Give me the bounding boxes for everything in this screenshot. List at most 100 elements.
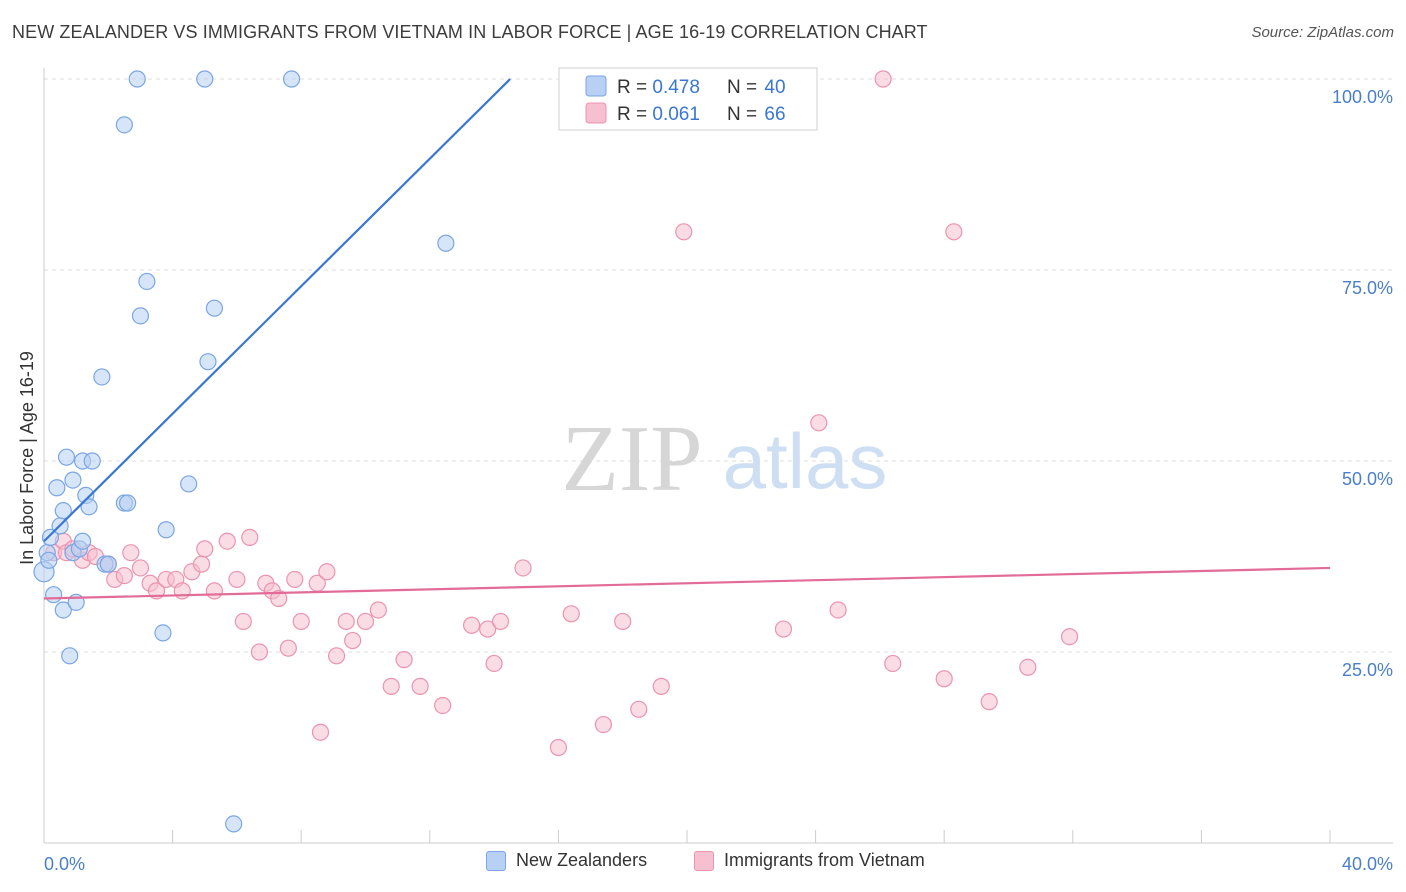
pink-point-22 [228, 570, 246, 589]
legend-r-value-pink: 0.061 [652, 104, 700, 125]
pink-point-10 [122, 544, 140, 562]
watermark-atlas: atlas [723, 417, 888, 505]
pink-point-29 [279, 639, 297, 657]
pink-point-31 [292, 612, 310, 631]
legend-item-new-zealanders[interactable]: New Zealanders [486, 850, 647, 871]
pink-point-63 [980, 693, 998, 711]
legend-swatch-pink [585, 102, 607, 124]
x-tick-label-left: 0.0% [44, 854, 85, 874]
blue-point-32 [196, 70, 214, 88]
svg-text:N = 40: N = 40 [727, 77, 786, 98]
pink-point-23 [234, 612, 252, 631]
legend-n-label-pink: N = [727, 104, 762, 125]
blue-point-28 [138, 272, 156, 291]
legend-swatch-immigrants-from-vietnam [694, 850, 714, 871]
pink-point-47 [491, 612, 510, 631]
pink-point-40 [382, 677, 400, 695]
pink-point-43 [434, 696, 452, 715]
y-axis-label: In Labor Force | Age 16-19 [17, 351, 37, 565]
blue-point-34 [205, 299, 223, 317]
blue-point-2 [40, 551, 58, 569]
x-tick-label-right: 40.0% [1342, 854, 1393, 874]
watermark: ZIP atlas [562, 407, 888, 511]
grid-lines [44, 78, 1393, 653]
blue-point-15 [73, 532, 92, 550]
pink-point-38 [356, 612, 375, 631]
legend-item-immigrants-from-vietnam[interactable]: Immigrants from Vietnam [694, 850, 925, 871]
chart-title: NEW ZEALANDER VS IMMIGRANTS FROM VIETNAM… [12, 22, 928, 42]
pink-point-36 [337, 612, 355, 631]
pink-point-50 [562, 605, 580, 623]
blue-point-29 [154, 624, 172, 642]
pink-point-9 [115, 566, 133, 585]
pink-point-48 [514, 559, 532, 577]
y-tick-label-50: 50.0% [1342, 469, 1393, 489]
axes [43, 68, 1393, 844]
pink-point-64 [1019, 658, 1037, 676]
pink-point-45 [479, 620, 497, 638]
legend-swatch-blue [585, 75, 607, 97]
blue-point-26 [128, 70, 146, 88]
watermark-zip: ZIP [562, 407, 703, 511]
legend-r-label-blue: R = [617, 77, 652, 98]
legend-row-pink: R = 0.061 N = 66 [585, 102, 786, 125]
pink-point-54 [652, 677, 670, 695]
blue-point-7 [54, 601, 72, 619]
pink-point-51 [594, 715, 613, 734]
blue-point-10 [61, 647, 79, 665]
pink-point-39 [369, 601, 387, 619]
pink-point-58 [829, 601, 847, 619]
blue-point-37 [437, 234, 455, 252]
pink-point-19 [196, 540, 214, 558]
y-tick-label-100: 100.0% [1332, 87, 1393, 107]
pink-point-11 [131, 559, 150, 577]
pink-point-65 [1060, 628, 1079, 646]
pink-point-55 [675, 223, 693, 241]
blue-point-23 [115, 116, 133, 134]
pink-point-44 [462, 616, 481, 634]
blue-point-27 [131, 307, 150, 325]
blue-point-30 [157, 521, 175, 539]
blue-point-5 [48, 479, 66, 497]
pink-point-24 [241, 528, 259, 547]
series-new-zealanders [33, 70, 455, 833]
pink-point-49 [549, 738, 568, 757]
pink-point-59 [874, 70, 892, 88]
trend-lines [43, 78, 1331, 600]
source-label: Source: ZipAtlas.com [1251, 24, 1394, 41]
pink-point-30 [286, 570, 304, 589]
pink-point-25 [250, 643, 269, 661]
blue-point-25 [118, 494, 137, 512]
pink-point-34 [318, 563, 336, 581]
blue-point-9 [57, 448, 76, 466]
pink-point-52 [614, 612, 632, 631]
y-tick-labels: 25.0% 50.0% 75.0% 100.0% [1332, 87, 1393, 680]
x-tick-labels: 0.0% 40.0% [44, 854, 1393, 874]
blue-point-36 [282, 70, 301, 88]
legend-swatch-new-zealanders [486, 850, 506, 871]
trend-line-new-zealanders [43, 78, 511, 543]
blue-point-19 [83, 452, 101, 470]
legend-label-immigrants-from-vietnam: Immigrants from Vietnam [724, 850, 925, 870]
pink-point-60 [884, 654, 902, 673]
pink-point-18 [192, 555, 211, 573]
pink-point-42 [411, 677, 429, 695]
legend-label-new-zealanders: New Zealanders [516, 850, 648, 870]
blue-point-8 [54, 502, 72, 520]
blue-point-12 [64, 471, 82, 489]
legend-n-value-pink: 66 [764, 104, 785, 125]
blue-point-20 [93, 368, 111, 386]
svg-text:N = 66: N = 66 [727, 104, 786, 125]
legend-n-value-blue: 40 [764, 77, 785, 98]
legend-n-label-blue: N = [727, 77, 762, 98]
pink-point-61 [935, 670, 953, 688]
blue-point-35 [225, 815, 243, 833]
svg-text:R = 0.478: R = 0.478 [617, 77, 700, 98]
svg-text:R = 0.061: R = 0.061 [617, 104, 700, 125]
pink-point-35 [327, 647, 346, 665]
pink-point-46 [485, 654, 503, 673]
legend-top: R = 0.478 N = 40 R = 0.061 N = 66 [558, 67, 818, 131]
legend-bottom: New Zealanders Immigrants from Vietnam [0, 850, 1406, 880]
blue-point-4 [45, 586, 63, 604]
